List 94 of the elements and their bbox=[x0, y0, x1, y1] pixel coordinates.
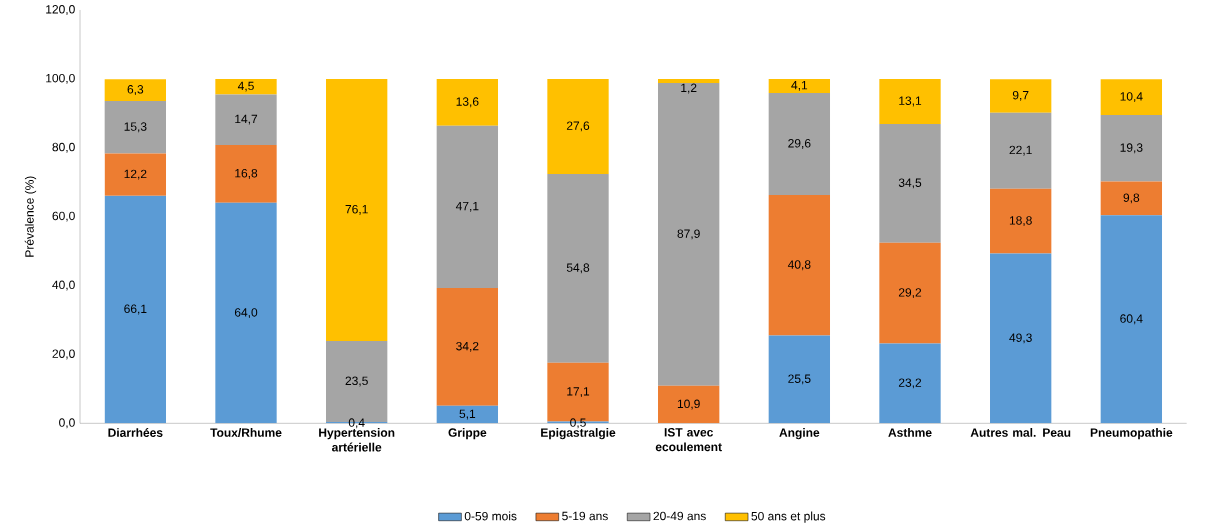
data-label: 34,5 bbox=[898, 178, 922, 189]
data-label: 87,9 bbox=[677, 229, 700, 240]
bar bbox=[768, 93, 831, 195]
data-label: 54,8 bbox=[566, 263, 590, 274]
bar bbox=[104, 153, 167, 196]
data-label: 34,2 bbox=[456, 341, 479, 352]
bar bbox=[879, 343, 941, 424]
bar bbox=[1100, 215, 1163, 424]
y-tick-label: 60,0 bbox=[52, 211, 75, 222]
data-label: 14,7 bbox=[235, 114, 258, 125]
bar bbox=[658, 78, 720, 84]
data-label: 22,1 bbox=[1009, 145, 1032, 156]
data-label: 4,1 bbox=[791, 81, 808, 91]
data-label: 9,7 bbox=[1012, 90, 1029, 101]
bar bbox=[104, 79, 167, 101]
data-label: 15,3 bbox=[124, 122, 147, 133]
data-label: 23,2 bbox=[898, 378, 922, 389]
data-label: 27,6 bbox=[566, 121, 590, 132]
bar bbox=[658, 83, 720, 386]
x-tick-label: Asthme bbox=[888, 428, 932, 437]
bar bbox=[104, 100, 167, 154]
data-label: 10,9 bbox=[677, 399, 700, 410]
bar bbox=[768, 78, 831, 93]
x-tick-label: Angine bbox=[779, 428, 820, 440]
bar bbox=[436, 287, 499, 406]
data-label: 1,2 bbox=[681, 83, 697, 94]
data-label: 19,3 bbox=[1120, 143, 1143, 154]
bar bbox=[215, 78, 277, 95]
x-tick-label: Pneumopathie bbox=[1090, 428, 1173, 440]
y-tick-label: 40,0 bbox=[52, 280, 75, 291]
bar bbox=[1100, 181, 1163, 216]
legend-label: 5-19 ans bbox=[562, 511, 608, 521]
y-tick-label: 20,0 bbox=[52, 349, 75, 360]
data-label: 5,1 bbox=[459, 409, 476, 420]
data-label: 10,4 bbox=[1120, 92, 1143, 103]
x-tick-label: Grippe bbox=[448, 428, 487, 440]
legend-label: 50 ans et plus bbox=[751, 511, 826, 523]
bar bbox=[215, 202, 277, 424]
data-label: 29,6 bbox=[788, 139, 811, 149]
x-tick-label: Hypertension artérielle bbox=[319, 428, 395, 452]
bar bbox=[658, 385, 720, 424]
data-label: 66,1 bbox=[124, 304, 147, 315]
bar bbox=[990, 112, 1052, 189]
data-label: 13,6 bbox=[456, 97, 479, 108]
bar bbox=[990, 253, 1052, 424]
x-tick-label: Autres mal. Peau bbox=[970, 428, 1071, 437]
data-label: 13,1 bbox=[899, 96, 922, 107]
bar bbox=[990, 188, 1052, 254]
bar bbox=[547, 173, 609, 363]
bar bbox=[547, 78, 609, 174]
data-label: 29,2 bbox=[898, 288, 922, 299]
y-axis-title: Prévalence (%) bbox=[24, 176, 37, 257]
x-tick-label: Epigastralgie bbox=[541, 428, 616, 440]
bar bbox=[990, 79, 1052, 113]
data-label: 47,1 bbox=[455, 201, 479, 212]
data-label: 40,8 bbox=[787, 260, 811, 271]
bar bbox=[1100, 79, 1163, 116]
x-tick-label: IST avec ecoulement bbox=[655, 428, 722, 452]
data-label: 76,1 bbox=[345, 204, 368, 215]
bar bbox=[436, 405, 499, 424]
y-tick-label: 100,0 bbox=[46, 73, 75, 84]
bar bbox=[879, 124, 941, 243]
legend-label: 0-59 mois bbox=[464, 511, 517, 521]
bar bbox=[768, 194, 831, 336]
y-tick-label: 80,0 bbox=[52, 142, 75, 153]
data-label: 6,3 bbox=[127, 85, 144, 96]
bar bbox=[879, 78, 941, 124]
data-label: 64,0 bbox=[234, 308, 258, 319]
data-label: 0,5 bbox=[570, 418, 586, 429]
data-label: 49,3 bbox=[1009, 333, 1032, 344]
data-label: 0,4 bbox=[348, 418, 365, 429]
data-label: 17,1 bbox=[567, 387, 590, 398]
data-label: 18,8 bbox=[1009, 216, 1032, 227]
y-tick-label: 120,0 bbox=[46, 5, 75, 15]
data-label: 4,5 bbox=[237, 81, 254, 92]
bar bbox=[215, 145, 277, 203]
bar bbox=[215, 94, 277, 146]
data-label: 60,4 bbox=[1120, 314, 1143, 325]
bar bbox=[768, 335, 831, 424]
bar bbox=[104, 195, 167, 424]
bar bbox=[326, 78, 388, 341]
data-label: 12,2 bbox=[124, 169, 147, 180]
x-tick-label: Toux/Rhume bbox=[210, 428, 282, 437]
y-tick-label: 0,0 bbox=[59, 418, 75, 429]
x-tick-label: Diarrhées bbox=[108, 428, 163, 437]
legend-label: 20-49 ans bbox=[653, 511, 706, 521]
data-label: 9,8 bbox=[1123, 193, 1140, 204]
data-label: 16,8 bbox=[235, 168, 258, 179]
bar bbox=[436, 125, 499, 288]
data-label: 23,5 bbox=[345, 376, 368, 387]
bar bbox=[1100, 115, 1163, 182]
data-label: 25,5 bbox=[788, 374, 811, 385]
bar bbox=[436, 78, 499, 126]
bar bbox=[879, 242, 941, 344]
